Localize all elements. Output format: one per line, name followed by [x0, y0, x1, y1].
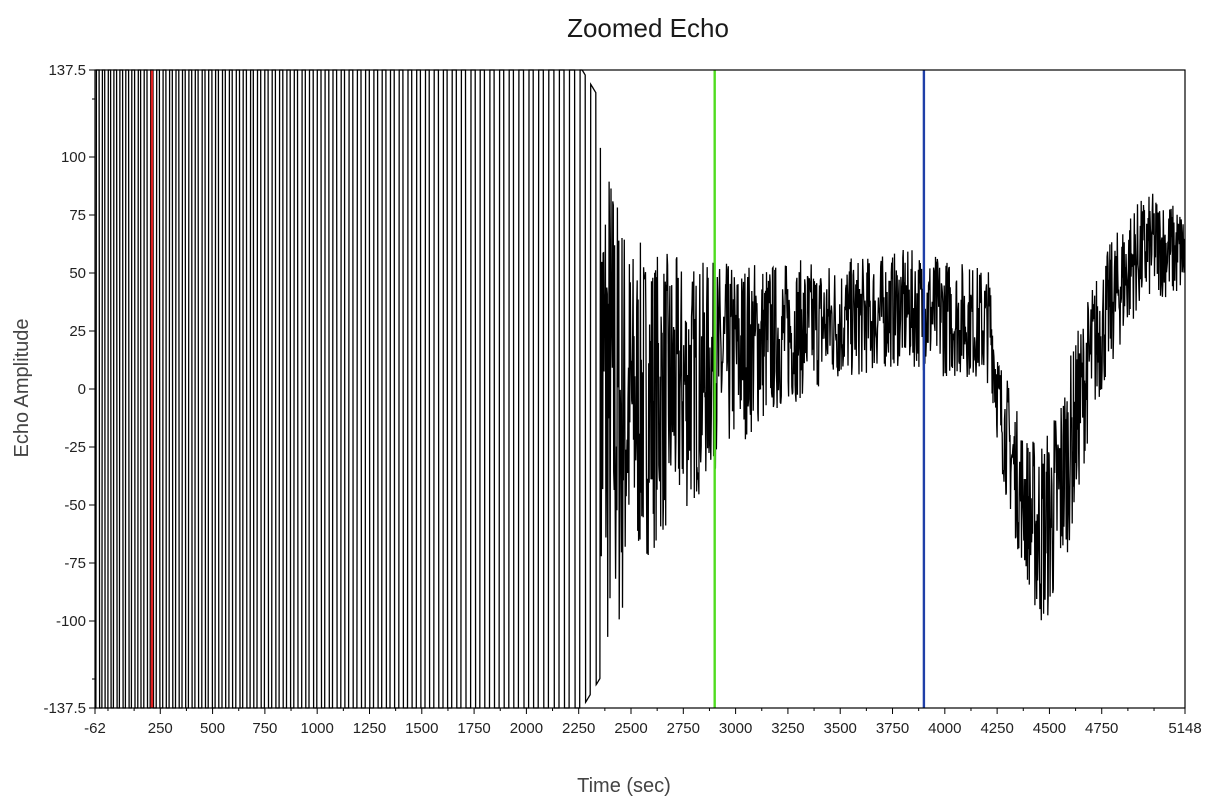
x-tick-label: 1750 — [457, 720, 490, 737]
x-tick-label: 4750 — [1085, 720, 1118, 737]
y-tick-label: 25 — [69, 323, 86, 340]
y-tick-label: 0 — [78, 381, 86, 398]
y-tick-label: -100 — [56, 613, 86, 630]
x-tick-label: 250 — [148, 720, 173, 737]
y-tick-label: 100 — [61, 149, 86, 166]
y-axis-label: Echo Amplitude — [11, 319, 33, 458]
y-tick-label: -50 — [64, 497, 86, 514]
x-tick-label: 2250 — [562, 720, 595, 737]
y-tick-label: -25 — [64, 439, 86, 456]
y-tick-label: -75 — [64, 555, 86, 572]
x-tick-label: 2750 — [667, 720, 700, 737]
x-tick-label: 2000 — [510, 720, 543, 737]
plot-area — [94, 69, 1186, 709]
x-tick-label: 3250 — [771, 720, 804, 737]
x-tick-label: 4000 — [928, 720, 961, 737]
x-tick-label: 3500 — [824, 720, 857, 737]
cursor-markers — [150, 70, 926, 708]
x-axis-label: Time (sec) — [577, 775, 671, 797]
x-tick-label: 1500 — [405, 720, 438, 737]
x-tick-label: -62 — [84, 720, 106, 737]
y-tick-label: -137.5 — [43, 700, 86, 717]
x-tick-label: 4500 — [1033, 720, 1066, 737]
chart-title: Zoomed Echo — [567, 13, 729, 43]
x-axis: -62 250 500 750 1000 1250 1500 1750 2000 2250 2500… — [84, 708, 1202, 737]
y-tick-label: 75 — [69, 207, 86, 224]
y-tick-label: 137.5 — [48, 62, 86, 79]
y-tick-label: 50 — [69, 265, 86, 282]
x-tick-label: 3750 — [876, 720, 909, 737]
y-axis: -137.5 -100 -75 -50 -25 0 25 50 75 100 137.5 — [43, 62, 95, 717]
x-tick-label: 3000 — [719, 720, 752, 737]
x-tick-label: 1000 — [300, 720, 333, 737]
x-tick-label: 5148 — [1168, 720, 1201, 737]
x-tick-label: 2500 — [614, 720, 647, 737]
x-tick-label: 500 — [200, 720, 225, 737]
x-tick-label: 1250 — [353, 720, 386, 737]
x-tick-label: 4250 — [980, 720, 1013, 737]
x-tick-label: 750 — [252, 720, 277, 737]
